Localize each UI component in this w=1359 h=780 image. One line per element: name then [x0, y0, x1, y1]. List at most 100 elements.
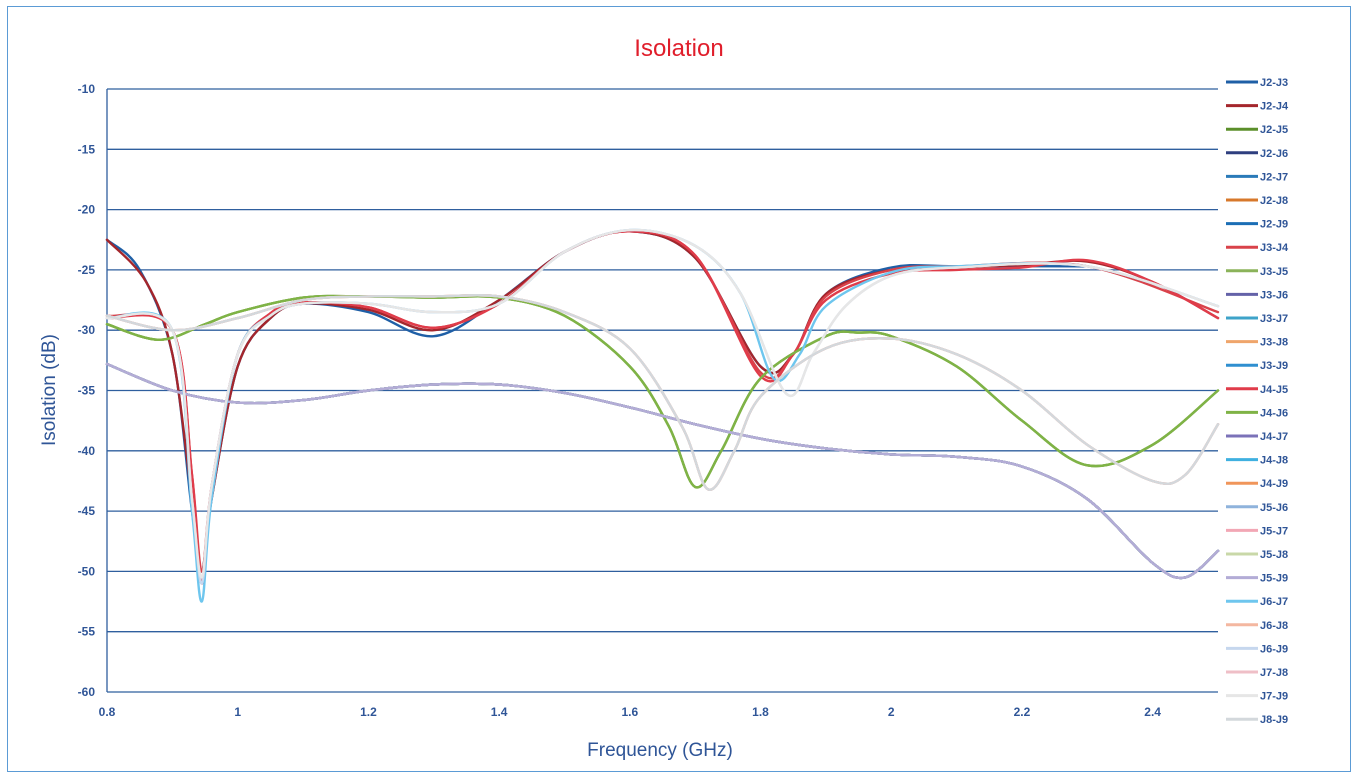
legend-label: J4-J6: [1260, 407, 1288, 419]
legend-item: J6-J9: [1226, 643, 1288, 655]
legend-label: J2-J7: [1260, 171, 1288, 183]
legend-item: J2-J8: [1226, 195, 1288, 207]
y-tick-label: -15: [78, 142, 96, 156]
legend-item: J4-J7: [1226, 431, 1288, 443]
legend-item: J3-J5: [1226, 266, 1288, 278]
legend-item: J5-J6: [1226, 502, 1288, 514]
legend-label: J5-J7: [1260, 525, 1288, 537]
x-tick-labels: 0.8 1 1.2 1.4 1.6 1.8 2 2.2 2.4: [99, 705, 1162, 719]
legend-label: J3-J7: [1260, 313, 1288, 325]
legend-label: J3-J9: [1260, 360, 1288, 372]
legend-label: J8-J9: [1260, 714, 1288, 726]
legend-label: J5-J6: [1260, 502, 1288, 514]
x-tick-label: 1: [234, 705, 241, 719]
legend-item: J2-J9: [1226, 219, 1288, 231]
series-line-j2-j6: [105, 362, 1220, 580]
legend-item: J6-J8: [1226, 620, 1288, 632]
y-tick-label: -50: [78, 564, 96, 578]
legend-label: J5-J8: [1260, 549, 1288, 561]
series-line-j4-j7: [105, 362, 1220, 580]
legend-label: J3-J5: [1260, 266, 1288, 278]
x-tick-label: 1.2: [360, 705, 377, 719]
legend-item: J3-J4: [1226, 242, 1289, 254]
legend-item: J4-J8: [1226, 455, 1288, 467]
legend-item: J3-J9: [1226, 360, 1288, 372]
legend-label: J4-J5: [1260, 384, 1288, 396]
legend-item: J5-J8: [1226, 549, 1288, 561]
legend-item: J8-J9: [1226, 714, 1288, 726]
series-line-j3-j6: [105, 362, 1220, 580]
y-tick-labels: -10 -15 -20 -25 -30 -35 -40 -45 -50 -55 -60: [78, 82, 96, 699]
y-tick-label: -55: [78, 625, 96, 639]
series-line-j8-j9: [105, 294, 1220, 491]
series-line-j6-j9: [105, 228, 1220, 585]
legend-item: J7-J8: [1226, 667, 1288, 679]
y-tick-label: -60: [78, 685, 96, 699]
series-line-j5-j6: [105, 362, 1220, 580]
legend-label: J6-J7: [1260, 596, 1288, 608]
series-line-j4-j8: [105, 362, 1220, 580]
series-line-j4-j9: [105, 362, 1220, 580]
legend-item: J5-J9: [1226, 573, 1288, 585]
x-tick-label: 1.8: [752, 705, 769, 719]
series-line-j2-j9: [105, 362, 1220, 580]
legend-label: J2-J4: [1260, 101, 1289, 113]
y-tick-label: -25: [78, 263, 96, 277]
x-tick-label: 2: [888, 705, 895, 719]
series-line-j3-j7: [105, 362, 1220, 580]
series-line-j4-j6: [105, 294, 1220, 489]
legend-item: J5-J7: [1226, 525, 1288, 537]
legend-item: J3-J7: [1226, 313, 1288, 325]
series-line-j4-j5: [105, 230, 1220, 585]
x-tick-label: 1.4: [491, 705, 508, 719]
x-tick-label: 1.6: [621, 705, 638, 719]
legend-item: J4-J6: [1226, 407, 1288, 419]
legend-label: J2-J6: [1260, 148, 1288, 160]
y-tick-label: -30: [78, 323, 96, 337]
y-axis-title: Isolation (dB): [39, 334, 60, 446]
series-line-j3-j9: [105, 362, 1220, 580]
legend-label: J7-J9: [1260, 691, 1288, 703]
legend: J2-J3 J2-J4 J2-J5 J2-J6 J2-J7 J2-J8 J2-J9 J3-J4…: [1226, 77, 1289, 726]
legend-label: J4-J9: [1260, 478, 1288, 490]
x-tick-label: 2.4: [1144, 705, 1161, 719]
series-line-j3-j8: [105, 362, 1220, 580]
series-line-j7-j9: [105, 228, 1220, 579]
x-tick-label: 2.2: [1014, 705, 1031, 719]
legend-label: J3-J4: [1260, 242, 1289, 254]
x-tick-label: 0.8: [99, 705, 116, 719]
series-lines: [105, 228, 1220, 603]
legend-item: J2-J4: [1226, 101, 1289, 113]
series-line-j2-j7: [105, 362, 1220, 580]
y-tick-label: -20: [78, 203, 96, 217]
legend-label: J3-J6: [1260, 289, 1288, 301]
legend-item: J2-J6: [1226, 148, 1288, 160]
legend-item: J4-J9: [1226, 478, 1288, 490]
series-line-j5-j9: [105, 362, 1220, 580]
legend-item: J7-J9: [1226, 691, 1288, 703]
legend-item: J2-J7: [1226, 171, 1288, 183]
legend-label: J7-J8: [1260, 667, 1288, 679]
legend-label: J4-J7: [1260, 431, 1288, 443]
legend-label: J6-J9: [1260, 643, 1288, 655]
series-line-j2-j3: [105, 230, 1089, 573]
legend-label: J4-J8: [1260, 455, 1288, 467]
series-line-j2-j8: [105, 362, 1220, 580]
legend-label: J5-J9: [1260, 573, 1288, 585]
legend-label: J3-J8: [1260, 337, 1288, 349]
legend-item: J4-J5: [1226, 384, 1288, 396]
legend-item: J2-J3: [1226, 77, 1288, 89]
y-tick-label: -40: [78, 444, 96, 458]
legend-label: J6-J8: [1260, 620, 1288, 632]
legend-label: J2-J3: [1260, 77, 1288, 89]
legend-item: J3-J8: [1226, 337, 1288, 349]
legend-label: J2-J5: [1260, 124, 1288, 136]
legend-label: J2-J8: [1260, 195, 1288, 207]
legend-item: J3-J6: [1226, 289, 1288, 301]
legend-item: J6-J7: [1226, 596, 1288, 608]
gridlines: [106, 88, 1218, 693]
legend-item: J2-J5: [1226, 124, 1288, 136]
y-tick-label: -10: [78, 82, 96, 96]
x-axis-title: Frequency (GHz): [587, 740, 733, 761]
legend-label: J2-J9: [1260, 219, 1288, 231]
